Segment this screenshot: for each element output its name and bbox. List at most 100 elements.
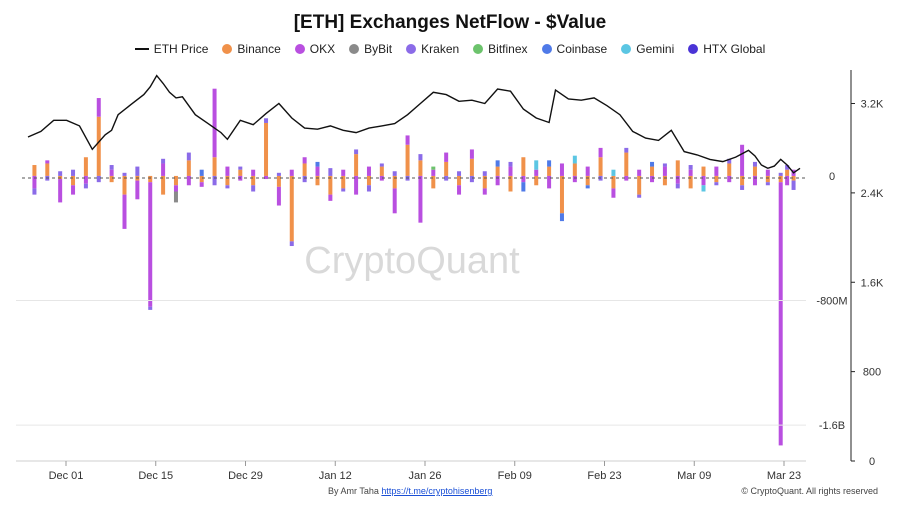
bar-okx-53 (714, 166, 719, 176)
bar-kraken-20 (289, 241, 294, 247)
bar-binance-12 (186, 160, 191, 176)
bar-coinbase-22 (315, 161, 320, 167)
legend-item-binance[interactable]: Binance (222, 42, 281, 56)
bar-binance-29 (405, 144, 410, 176)
bar-kraken-47 (637, 194, 642, 198)
bar-binance-57 (765, 175, 770, 183)
bar-binance-28 (392, 175, 397, 189)
bar-binance-3 (71, 175, 76, 186)
bar-okx-57 (765, 169, 770, 176)
legend-item-bybit[interactable]: ByBit (349, 42, 392, 56)
legend-swatch-kraken (406, 44, 417, 54)
x-tick-label-5: Feb 09 (498, 470, 532, 482)
watermark-text: CryptoQuant (304, 240, 520, 282)
legend-label-bitfinex: Bitfinex (488, 42, 528, 56)
legend-item-eth-price[interactable]: ETH Price (134, 42, 209, 56)
bar-binance-24 (341, 175, 346, 189)
legend-item-okx[interactable]: OKX (294, 42, 336, 56)
bar-kraken-25 (354, 149, 359, 155)
bar-binance-53 (714, 175, 719, 183)
bar-okx-25 (354, 175, 359, 195)
right-axis-ticks: 0 800 1.6K 2.4K 3.2K (851, 99, 884, 468)
bar-kraken-0 (32, 188, 37, 195)
bar-okx-4 (83, 175, 88, 184)
bar-kraken-53 (714, 182, 719, 186)
x-tick-label-2: Dec 29 (228, 470, 263, 482)
bar-okx-8 (135, 180, 140, 200)
bar-kraken-46 (624, 147, 629, 153)
bar-okx-19 (276, 186, 281, 206)
bar-binance-48 (650, 166, 655, 176)
bar-okx-37 (508, 166, 513, 176)
x-tick-label-1: Dec 15 (138, 470, 173, 482)
bar-okx-34 (469, 149, 474, 159)
bar-bybit-11 (173, 191, 178, 203)
legend-item-gemini[interactable]: Gemini (621, 42, 674, 56)
legend-swatch-binance (222, 44, 233, 54)
bar-gemini-45 (611, 169, 616, 176)
bar-binance-15 (225, 175, 230, 186)
bar-okx-45 (611, 188, 616, 198)
legend-label-eth-price: ETH Price (153, 42, 209, 56)
bar-okx-55 (740, 144, 745, 176)
bar-binance-33 (457, 175, 462, 186)
bar-okx-40 (547, 175, 552, 189)
bar-okx-24 (341, 169, 346, 176)
right-tick-label-3: 2.4K (861, 188, 884, 200)
legend-item-kraken[interactable]: Kraken (406, 42, 459, 56)
bar-bitfinex-31 (431, 166, 436, 170)
bar-binance-16 (238, 169, 243, 176)
bar-kraken-59 (785, 165, 790, 170)
bar-okx-14 (212, 88, 217, 158)
bar-binance-13 (199, 175, 204, 183)
bar-okx-15 (225, 166, 230, 176)
bar-kraken-55 (740, 185, 745, 190)
bar-binance-19 (276, 175, 281, 187)
legend-item-bitfinex[interactable]: Bitfinex (473, 42, 528, 56)
bar-binance-41 (559, 175, 564, 214)
legend-swatch-eth-price (134, 48, 149, 50)
bar-binance-18 (264, 122, 269, 176)
bar-binance-50 (675, 160, 680, 176)
bar-binance-25 (354, 154, 359, 176)
bar-okx-50 (675, 175, 680, 184)
x-tick-label-6: Feb 23 (587, 470, 621, 482)
chart-title: [ETH] Exchanges NetFlow - $Value (293, 12, 607, 33)
bar-binance-23 (328, 175, 333, 195)
bar-okx-1 (45, 160, 50, 164)
bar-binance-46 (624, 152, 629, 176)
right-tick-label-2: 1.6K (861, 277, 884, 289)
bar-okx-29 (405, 135, 410, 145)
bar-kraken-4 (83, 183, 88, 189)
bar-okx-13 (199, 182, 204, 187)
bar-okx-2 (58, 179, 63, 203)
bar-kraken-54 (727, 158, 732, 164)
bar-binance-11 (173, 175, 178, 186)
bar-binance-58 (778, 175, 783, 183)
legend-item-coinbase[interactable]: Coinbase (541, 42, 607, 56)
bar-kraken-18 (264, 118, 269, 123)
bar-coinbase-43 (585, 185, 590, 189)
legend-item-htx-global[interactable]: HTX Global (688, 42, 765, 56)
x-axis-ticks: Dec 01 Dec 15 Dec 29 Jan 12 Jan 26 Feb 09 Feb … (49, 461, 801, 482)
bar-binance-51 (688, 175, 693, 189)
bar-okx-48 (650, 175, 655, 183)
bar-okx-31 (431, 169, 436, 176)
bar-kraken-7 (122, 172, 127, 176)
bar-kraken-9 (148, 306, 153, 310)
bar-gemini-39 (534, 160, 539, 170)
bar-binance-54 (727, 163, 732, 176)
bar-kraken-49 (662, 163, 667, 167)
x-tick-label-4: Jan 26 (408, 470, 441, 482)
bar-binance-49 (662, 175, 667, 186)
bar-okx-17 (251, 169, 256, 176)
bar-okx-21 (302, 157, 307, 164)
legend-swatch-htx-global (688, 44, 699, 54)
bar-coinbase-41 (559, 213, 564, 222)
legend-label-okx: OKX (309, 42, 336, 56)
left-tick-label-1: -800M (816, 296, 847, 308)
footer-author-link[interactable]: https://t.me/cryptohisenberg (381, 486, 493, 496)
left-tick-label-2: -1.6B (819, 420, 845, 432)
bar-binance-36 (495, 166, 500, 176)
